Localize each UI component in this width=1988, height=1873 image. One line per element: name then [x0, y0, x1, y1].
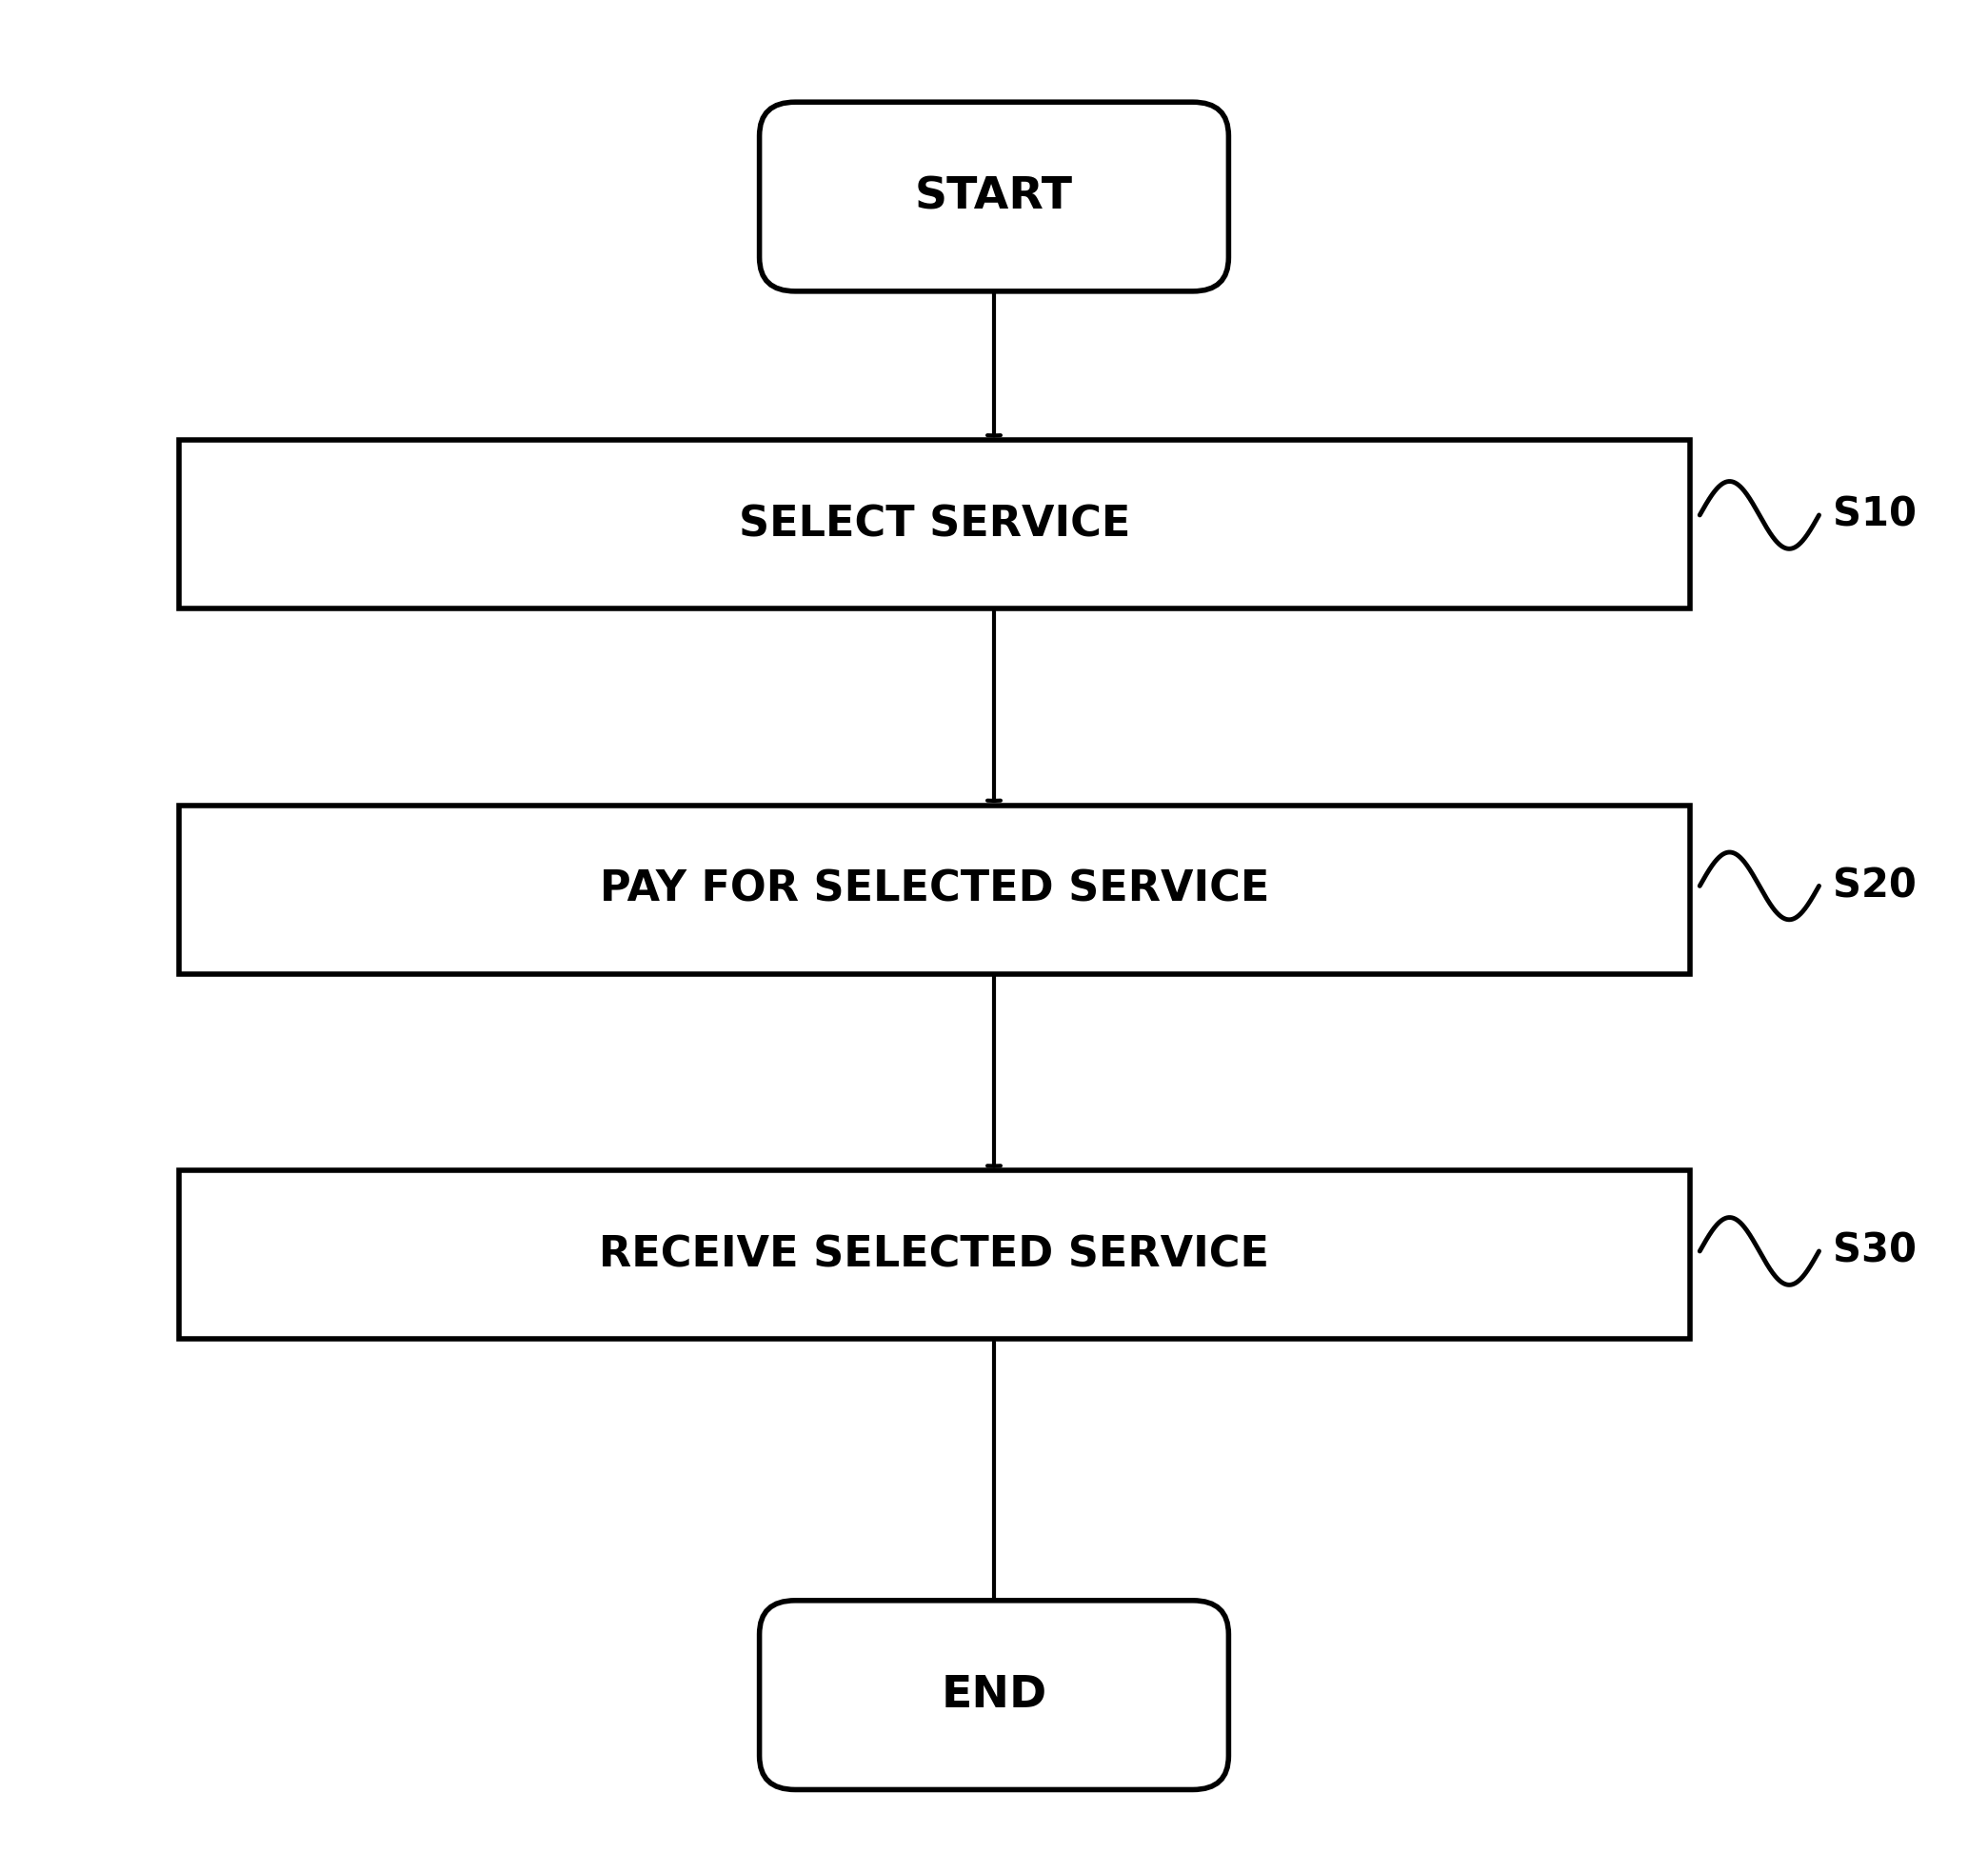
Text: END: END: [940, 1674, 1048, 1716]
FancyBboxPatch shape: [759, 101, 1229, 292]
Text: PAY FOR SELECTED SERVICE: PAY FOR SELECTED SERVICE: [600, 869, 1268, 910]
Bar: [179, 440, 1690, 609]
Text: S20: S20: [1833, 865, 1916, 907]
Text: START: START: [914, 176, 1074, 217]
Bar: [179, 805, 1690, 974]
Text: S10: S10: [1833, 494, 1916, 536]
FancyBboxPatch shape: [759, 1600, 1229, 1791]
Bar: [179, 1171, 1690, 1339]
Text: S30: S30: [1833, 1231, 1916, 1272]
Text: SELECT SERVICE: SELECT SERVICE: [738, 504, 1131, 545]
Text: RECEIVE SELECTED SERVICE: RECEIVE SELECTED SERVICE: [598, 1234, 1270, 1276]
